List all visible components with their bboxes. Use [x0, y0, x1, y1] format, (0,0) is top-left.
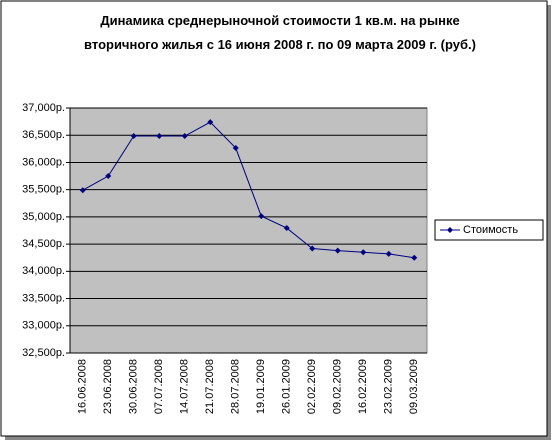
point-marker: [385, 250, 392, 257]
x-tick-label: 14.07.2008: [179, 359, 191, 414]
y-tick-label: 36,000р.: [22, 156, 65, 168]
y-tick-label: 32,500р.: [22, 347, 65, 359]
x-tick-label: 07.07.2008: [153, 359, 165, 414]
x-tick-label: 16.02.2009: [357, 359, 369, 414]
x-tick-label: 30.06.2008: [128, 359, 140, 414]
point-marker: [334, 247, 341, 254]
chart-title-text: Динамика среднерыночной стоимости 1 кв.м…: [84, 13, 476, 52]
x-tick-label: 16.06.2008: [77, 359, 89, 414]
legend-marker: [447, 227, 453, 233]
x-tick-label: 09.03.2009: [408, 359, 420, 414]
y-tick-label: 37,000р.: [22, 102, 65, 114]
y-tick-label: 34,500р.: [22, 238, 65, 250]
x-tick-label: 28.07.2008: [230, 359, 242, 414]
x-tick-label: 09.02.2009: [332, 359, 344, 414]
point-marker: [232, 145, 239, 152]
point-marker: [156, 133, 163, 140]
y-tick-label: 36,500р.: [22, 129, 65, 141]
point-marker: [258, 213, 265, 220]
point-marker: [283, 225, 290, 232]
point-marker: [411, 254, 418, 261]
y-tick-label: 35,000р.: [22, 211, 65, 223]
plot-area: [69, 107, 428, 354]
x-tick-label: 19.01.2009: [255, 359, 267, 414]
y-tick-label: 34,000р.: [22, 265, 65, 277]
point-marker: [79, 187, 86, 194]
y-tick-label: 33,500р.: [22, 292, 65, 304]
point-marker: [207, 119, 214, 126]
point-marker: [105, 173, 112, 180]
y-tick-label: 35,500р.: [22, 184, 65, 196]
legend-label: Стоимость: [463, 224, 518, 236]
chart-title: Динамика среднерыночной стоимости 1 кв.м…: [84, 13, 476, 52]
legend-box: [434, 219, 544, 241]
point-marker: [130, 133, 137, 140]
x-tick-label: 21.07.2008: [204, 359, 216, 414]
point-marker: [181, 133, 188, 140]
x-tick-label: 23.02.2009: [383, 359, 395, 414]
x-tick-label: 02.02.2009: [306, 359, 318, 414]
x-tick-label: 26.01.2009: [281, 359, 293, 414]
point-marker: [309, 245, 316, 252]
x-tick-label: 23.06.2008: [102, 359, 114, 414]
y-tick-label: 33,000р.: [22, 320, 65, 332]
series-line: [82, 121, 415, 259]
point-marker: [360, 249, 367, 256]
